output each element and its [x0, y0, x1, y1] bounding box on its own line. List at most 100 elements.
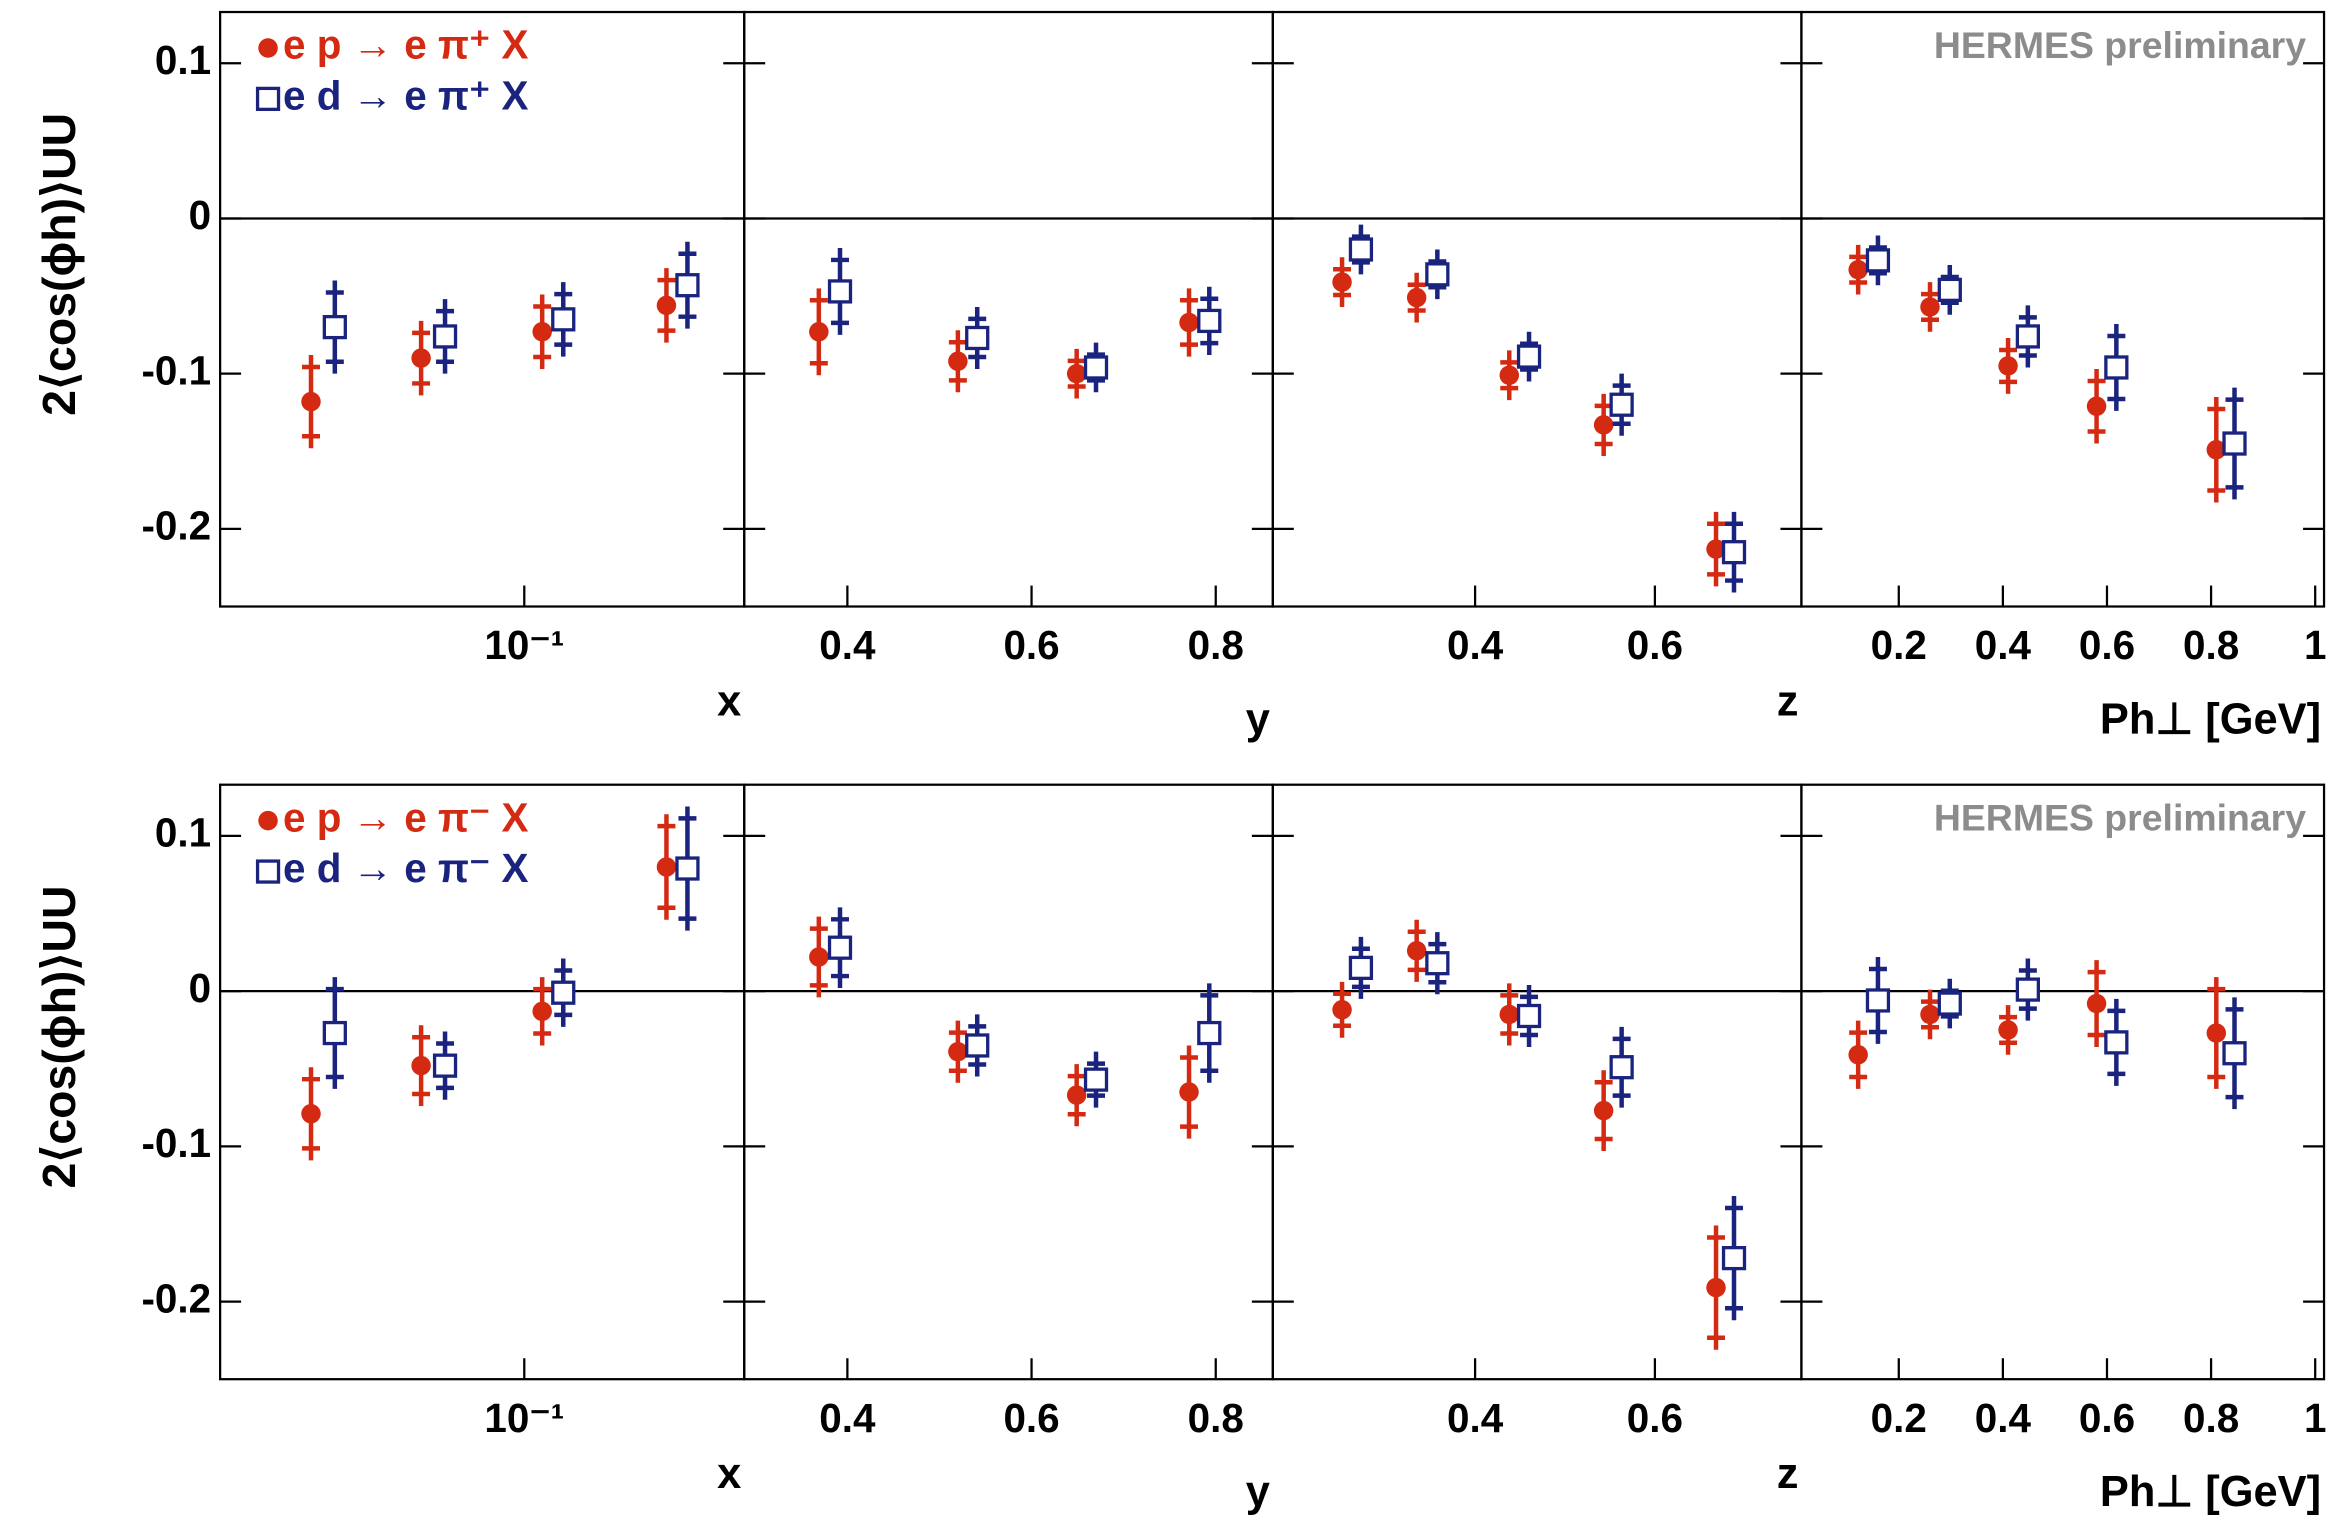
- x-tick-label: 0.8: [2183, 622, 2239, 668]
- data-point: [1516, 1003, 1542, 1029]
- x-tick-label: 0.6: [2079, 622, 2135, 668]
- x-tick-label: 0.4: [1975, 622, 2032, 668]
- x-tick-label: 0.6: [1627, 622, 1683, 668]
- x-tick-label: 1: [2304, 1395, 2326, 1441]
- data-point: [1593, 415, 1614, 435]
- legend-label: e d → e π⁻ X: [283, 845, 529, 891]
- panel-frame: [1800, 10, 2326, 608]
- data-point: [1066, 1085, 1087, 1105]
- x-tick-label: 1: [2304, 622, 2326, 668]
- data-point: [1406, 287, 1427, 308]
- y-tick-label: -0.2: [141, 503, 211, 549]
- data-point: [948, 351, 968, 371]
- data-point: [1706, 539, 1726, 559]
- x-tick-label: 0.6: [2079, 1395, 2135, 1441]
- data-point: [301, 1104, 321, 1124]
- data-point: [1179, 1082, 1199, 1102]
- data-point: [675, 273, 700, 298]
- data-point: [1083, 1067, 1109, 1092]
- data-point: [1197, 1020, 1222, 1046]
- data-point: [2086, 993, 2107, 1014]
- y-axis-label: 2⟨cos(ϕh)⟩UU: [33, 886, 85, 1189]
- panel: 0.2 0.4 0.6 0.8 1 Ph⊥ [GeV] HERMES preliminary: [1800, 10, 2326, 743]
- data-point: [948, 1041, 968, 1062]
- x-tick-label: 0.2: [1871, 1395, 1927, 1441]
- data-point: [322, 1020, 347, 1046]
- x-axis-label: y: [1246, 1468, 1270, 1516]
- data-point: [2206, 1023, 2227, 1043]
- data-point: [2104, 355, 2129, 380]
- data-point: [432, 1053, 458, 1078]
- x-tick-label: 10⁻¹: [484, 1395, 564, 1441]
- x-axis-label: z: [1777, 1450, 1799, 1498]
- panel-frame: [743, 783, 1274, 1381]
- data-point: [432, 324, 458, 349]
- data-point: [1920, 1004, 1940, 1025]
- y-tick-label: 0: [189, 192, 211, 238]
- data-point: [656, 295, 677, 316]
- data-point: [1348, 237, 1374, 262]
- annotation: HERMES preliminary: [1934, 24, 2306, 66]
- y-tick-label: -0.1: [141, 347, 211, 393]
- data-point: [2086, 396, 2107, 417]
- y-tick-label: 0.1: [155, 37, 211, 83]
- data-point: [809, 947, 829, 967]
- x-tick-label: 0.6: [1627, 1395, 1683, 1441]
- y-tick-label: 0: [189, 965, 211, 1011]
- data-point: [675, 856, 700, 881]
- data-point: [1179, 312, 1199, 333]
- x-axis-label: x: [717, 1450, 741, 1498]
- panel: 0.4 0.6 z: [1271, 783, 1803, 1498]
- x-axis-label: Ph⊥ [GeV]: [2100, 1468, 2321, 1516]
- x-tick-label: 0.6: [1003, 1395, 1059, 1441]
- y-tick-label: -0.2: [141, 1275, 211, 1321]
- data-point: [1848, 259, 1868, 280]
- data-point: [1197, 308, 1222, 334]
- panel-frame: [743, 10, 1274, 608]
- data-point: [1998, 1020, 2018, 1040]
- data-point: [2222, 1041, 2247, 1066]
- data-point: [1406, 941, 1427, 961]
- data-point: [1332, 1000, 1352, 1020]
- annotation: HERMES preliminary: [1934, 797, 2306, 839]
- data-point: [1706, 1277, 1726, 1298]
- data-point: [1721, 1245, 1747, 1271]
- panel: 0.4 0.6 0.8y: [743, 783, 1274, 1516]
- data-point: [827, 279, 853, 304]
- data-point: [1425, 951, 1450, 976]
- data-point: [965, 325, 990, 351]
- panel: 0.2 0.4 0.6 0.8 1 Ph⊥ [GeV] HERMES preliminary: [1800, 783, 2326, 1516]
- data-point: [1499, 1004, 1519, 1025]
- data-point: [2015, 977, 2040, 1002]
- data-point: [1937, 991, 1962, 1016]
- data-point: [1609, 1055, 1634, 1080]
- x-tick-label: 0.4: [1975, 1395, 2032, 1441]
- data-point: [1499, 365, 1519, 385]
- legend-marker: [255, 86, 281, 112]
- panel: -0.2 -0.1 0 0.1 10⁻¹ x 2⟨cos(ϕh)⟩UU e p → e π⁺ …: [33, 10, 746, 725]
- x-tick-label: 0.8: [1188, 1395, 1244, 1441]
- data-point: [827, 935, 853, 960]
- data-point: [1998, 356, 2018, 376]
- x-tick-label: 0.4: [1447, 622, 1504, 668]
- data-point: [411, 1055, 431, 1076]
- legend-marker: [255, 859, 281, 884]
- data-point: [1066, 363, 1087, 384]
- data-point: [965, 1033, 990, 1058]
- legend-marker: [258, 810, 278, 831]
- y-tick-label: -0.1: [141, 1120, 211, 1166]
- data-point: [301, 391, 321, 412]
- data-point: [1425, 262, 1450, 287]
- data-point: [1348, 955, 1374, 980]
- x-axis-label: Ph⊥ [GeV]: [2100, 695, 2321, 743]
- legend-label: e p → e π⁻ X: [283, 794, 529, 840]
- data-point: [1083, 355, 1109, 380]
- data-point: [656, 857, 677, 877]
- legend-label: e p → e π⁺ X: [283, 22, 529, 68]
- panel-frame: [1271, 10, 1803, 608]
- y-axis-label: 2⟨cos(ϕh)⟩UU: [33, 113, 85, 416]
- data-point: [1721, 540, 1747, 565]
- data-point: [1920, 297, 1940, 317]
